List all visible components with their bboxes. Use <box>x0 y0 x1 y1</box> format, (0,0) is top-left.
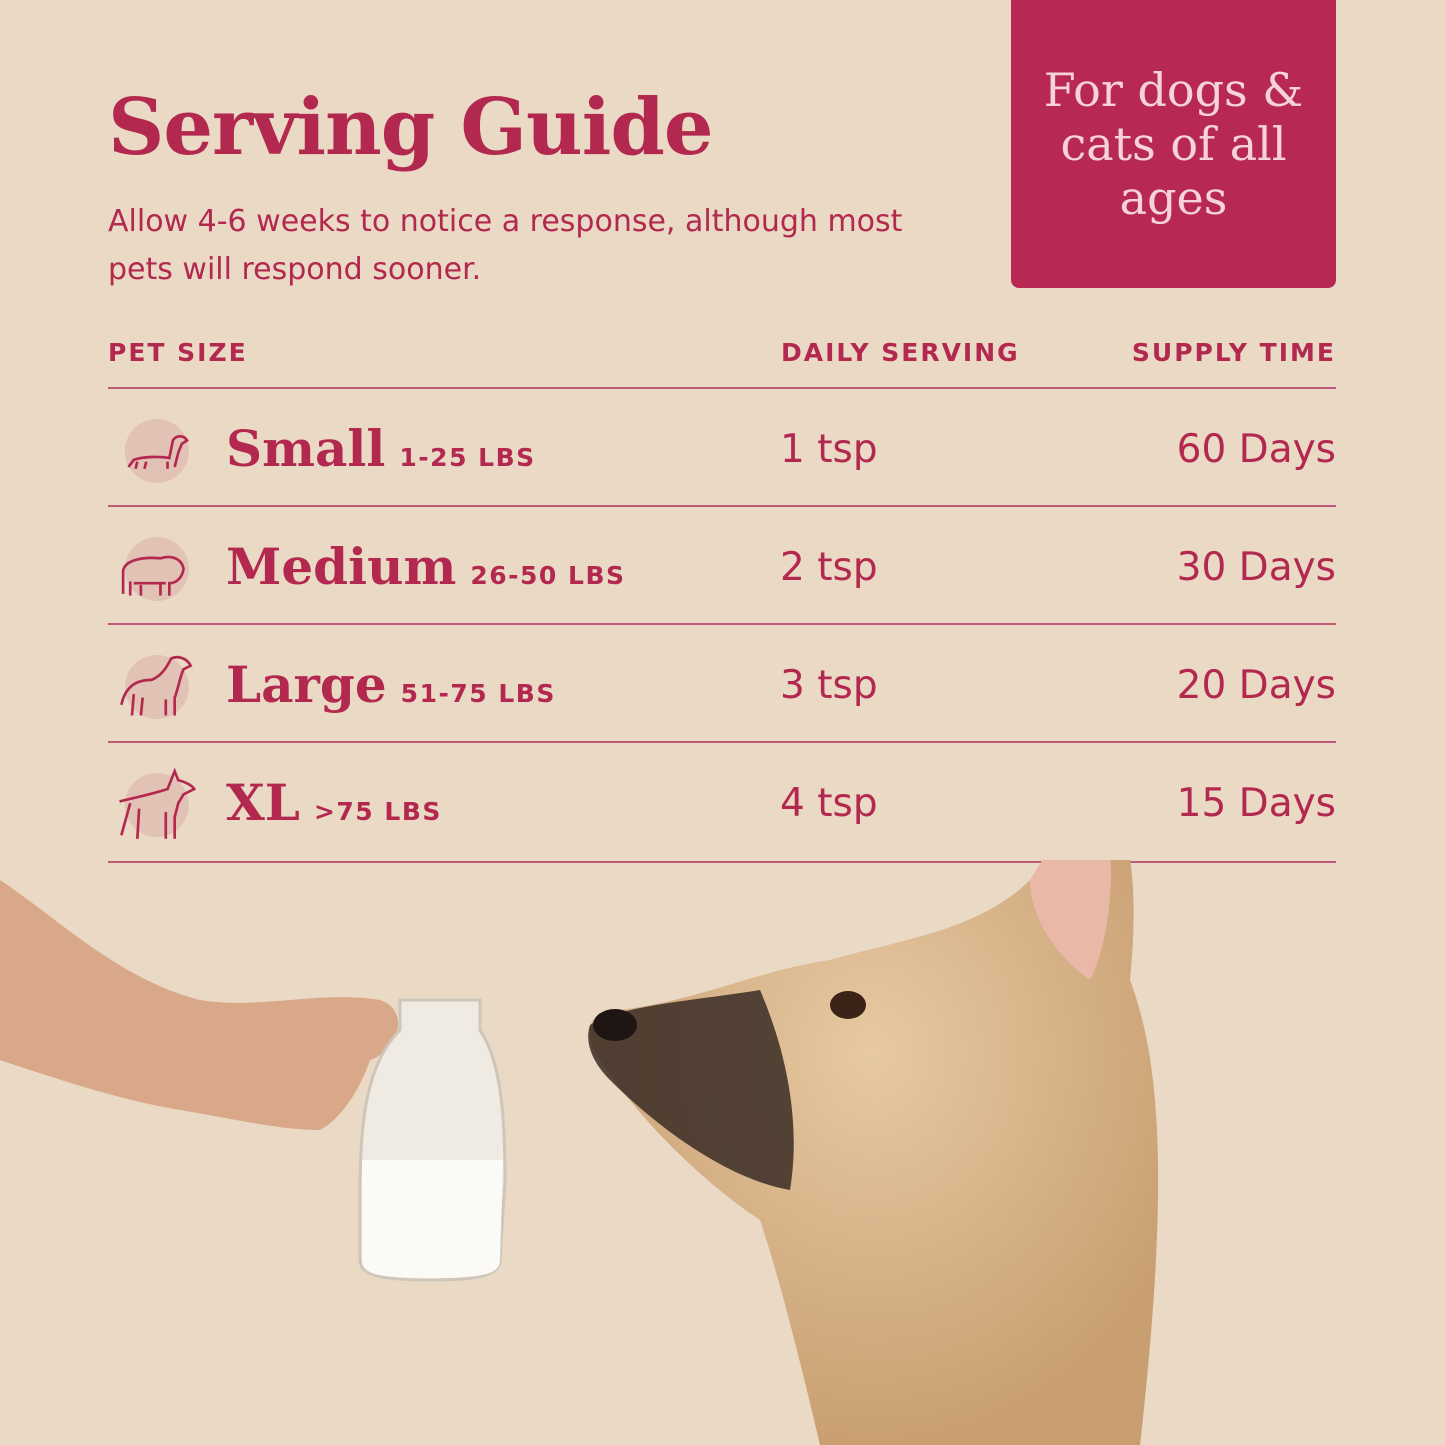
retriever-icon <box>120 655 193 719</box>
hand <box>0 880 399 1130</box>
milk-bottle <box>358 998 507 1282</box>
dog-and-hand-photo <box>0 860 1159 1445</box>
supply-time: 60 Days <box>1176 427 1336 472</box>
pet-size: Large 51-75 LBS <box>226 655 556 714</box>
weight-range: 1-25 LBS <box>399 443 536 472</box>
supply-time: 15 Days <box>1176 781 1336 826</box>
header-pet-size: PET SIZE <box>108 338 248 367</box>
daily-serving: 1 tsp <box>780 427 878 472</box>
table-row: Medium 26-50 LBS 2 tsp 30 Days <box>108 505 1336 625</box>
daily-serving: 2 tsp <box>780 545 878 590</box>
supply-time: 20 Days <box>1176 663 1336 708</box>
page-title: Serving Guide <box>108 82 714 173</box>
age-badge: For dogs & cats of all ages <box>1011 0 1336 288</box>
subtitle: Allow 4-6 weeks to notice a response, al… <box>108 204 903 287</box>
table-row: XL >75 LBS 4 tsp 15 Days <box>108 741 1336 863</box>
pet-size: Medium 26-50 LBS <box>226 537 626 596</box>
weight-range: 26-50 LBS <box>470 561 626 590</box>
weight-range: >75 LBS <box>313 797 442 826</box>
daily-serving: 4 tsp <box>780 781 878 826</box>
table-row: Small 1-25 LBS 1 tsp 60 Days <box>108 387 1336 507</box>
header-daily-serving: DAILY SERVING <box>781 338 1020 367</box>
supply-time: 30 Days <box>1176 545 1336 590</box>
daily-serving: 3 tsp <box>780 663 878 708</box>
weight-range: 51-75 LBS <box>400 679 556 708</box>
pet-size: XL >75 LBS <box>226 773 442 832</box>
badge-text: For dogs & cats of all ages <box>1043 63 1304 225</box>
pet-size: Small 1-25 LBS <box>226 419 536 478</box>
bulldog-icon <box>121 537 189 601</box>
table-row: Large 51-75 LBS 3 tsp 20 Days <box>108 623 1336 743</box>
header-supply-time: SUPPLY TIME <box>1131 338 1336 367</box>
doberman-icon <box>119 767 196 839</box>
dog <box>588 860 1159 1445</box>
dachshund-icon <box>124 419 189 483</box>
